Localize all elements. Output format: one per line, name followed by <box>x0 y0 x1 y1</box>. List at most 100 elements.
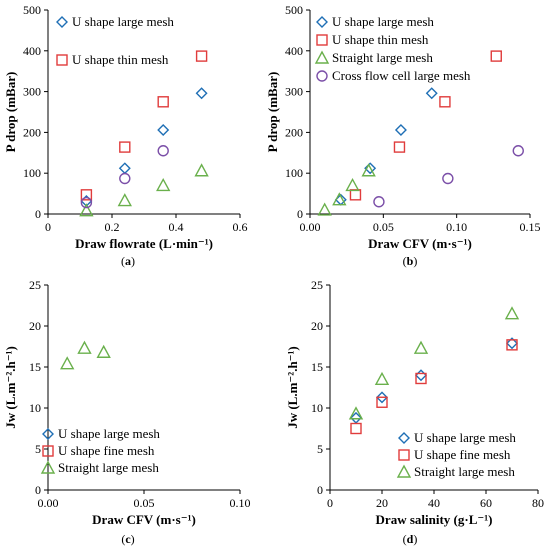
y-tick-label: 100 <box>285 166 303 180</box>
data-point-circle <box>442 172 454 185</box>
data-point-square <box>119 141 131 153</box>
y-tick-label: 0 <box>297 207 303 221</box>
x-axis-label: Draw CFV (m·s⁻¹) <box>368 236 472 251</box>
legend-label: Straight large mesh <box>332 50 433 65</box>
data-point-square <box>393 141 406 153</box>
legend-label: U shape fine mesh <box>58 443 155 458</box>
x-tick-label: 0.6 <box>233 220 248 234</box>
y-tick-label: 20 <box>29 319 41 333</box>
y-tick-label: 5 <box>35 442 41 456</box>
legend-label: U shape thin mesh <box>332 32 429 47</box>
panel-label: (b) <box>403 254 418 268</box>
data-point-circle <box>373 196 385 208</box>
x-tick-label: 0.10 <box>230 496 251 510</box>
x-tick-label: 0.05 <box>134 496 155 510</box>
y-tick-label: 0 <box>317 483 323 497</box>
legend-label: Straight large mesh <box>414 464 515 479</box>
data-point-circle <box>80 196 93 209</box>
data-point-square <box>350 422 362 435</box>
y-axis-label: Jw (L.m⁻².h⁻¹) <box>285 346 300 429</box>
legend-marker-circle <box>316 70 328 82</box>
y-tick-label: 300 <box>23 85 41 99</box>
legend-marker-diamond <box>316 16 328 28</box>
data-point-diamond <box>425 87 438 100</box>
panel-label: (d) <box>403 532 418 546</box>
legend-marker-square <box>398 449 410 461</box>
data-point-triangle <box>79 203 94 217</box>
y-tick-label: 200 <box>285 125 303 139</box>
y-tick-label: 10 <box>29 401 41 415</box>
x-tick-label: 60 <box>480 496 492 510</box>
x-axis-label: Draw CFV (m·s⁻¹) <box>92 512 196 527</box>
data-point-triangle <box>317 202 332 216</box>
data-point-triangle <box>504 306 520 320</box>
chart-panel-d: 0 20 40 60 80 0 5 10 15 20 25 Draw salinity (g·L⁻¹)… <box>285 278 544 546</box>
legend-label: U shape large mesh <box>414 430 516 445</box>
data-point-triangle <box>156 177 171 192</box>
x-tick-label: 0.15 <box>520 220 541 234</box>
data-point-diamond <box>118 162 131 175</box>
legend-marker-square <box>42 445 54 457</box>
y-tick-label: 100 <box>23 166 41 180</box>
y-tick-label: 400 <box>23 44 41 58</box>
data-point-square <box>376 396 388 408</box>
x-tick-label: 0 <box>327 496 333 510</box>
x-tick-label: 0.2 <box>105 220 120 234</box>
y-tick-label: 15 <box>311 360 323 374</box>
data-point-square <box>490 50 502 62</box>
legend-marker-triangle <box>314 50 330 64</box>
chart-panel-b: 0.00 0.05 0.10 0.15 0 100 200 300 400 500 Draw CFV… <box>265 3 541 268</box>
data-point-triangle <box>60 356 75 370</box>
legend-marker-triangle <box>396 464 412 478</box>
data-point-triangle <box>117 193 132 207</box>
y-tick-label: 25 <box>311 278 323 292</box>
legend-label: U shape large mesh <box>72 14 174 29</box>
x-tick-label: 80 <box>532 496 544 510</box>
data-point-circle <box>512 145 524 157</box>
data-point-triangle <box>348 406 364 420</box>
data-point-circle <box>119 172 131 185</box>
y-tick-label: 300 <box>285 85 303 99</box>
data-point-triangle <box>96 344 111 358</box>
y-tick-label: 500 <box>285 3 303 17</box>
x-tick-label: 0.10 <box>446 220 467 234</box>
x-tick-label: 0.00 <box>300 220 321 234</box>
data-point-circle <box>157 145 169 157</box>
data-point-square <box>80 189 93 201</box>
y-tick-label: 0 <box>35 207 41 221</box>
x-tick-label: 0.05 <box>373 220 394 234</box>
x-tick-label: 0 <box>45 220 51 234</box>
data-point-triangle <box>345 177 360 192</box>
data-point-diamond <box>376 391 388 404</box>
panel-label: (c) <box>121 532 134 546</box>
data-point-triangle <box>361 163 376 177</box>
data-point-triangle <box>374 371 390 385</box>
y-tick-label: 5 <box>317 442 323 456</box>
legend-marker-square <box>316 34 328 46</box>
legend-marker-diamond <box>42 428 54 440</box>
data-point-square <box>157 96 169 108</box>
y-tick-label: 25 <box>29 278 41 292</box>
x-tick-label: 0.00 <box>38 496 59 510</box>
y-axis-label: P drop (mBar) <box>265 72 280 153</box>
data-point-diamond <box>506 337 518 350</box>
y-axis-label: Jw (L.m⁻².h⁻¹) <box>3 346 18 429</box>
data-point-triangle <box>77 340 92 354</box>
y-axis-label: P drop (mBar) <box>3 72 18 153</box>
x-tick-label: 0.4 <box>169 220 184 234</box>
y-tick-label: 10 <box>311 401 323 415</box>
y-tick-label: 15 <box>29 360 41 374</box>
y-tick-label: 500 <box>23 3 41 17</box>
data-point-square <box>439 96 451 108</box>
data-point-diamond <box>394 123 407 136</box>
legend-marker-triangle <box>40 460 56 474</box>
data-point-square <box>195 50 208 62</box>
data-point-diamond <box>364 162 377 175</box>
data-point-square <box>506 339 518 351</box>
data-point-triangle <box>194 163 209 177</box>
legend-marker-square <box>56 54 68 66</box>
y-tick-label: 200 <box>23 125 41 139</box>
data-point-diamond <box>157 123 170 136</box>
chart-panel-c: 0.00 0.05 0.10 0 5 10 15 20 25 Draw CFV (m·s⁻¹) Jw… <box>3 278 251 546</box>
